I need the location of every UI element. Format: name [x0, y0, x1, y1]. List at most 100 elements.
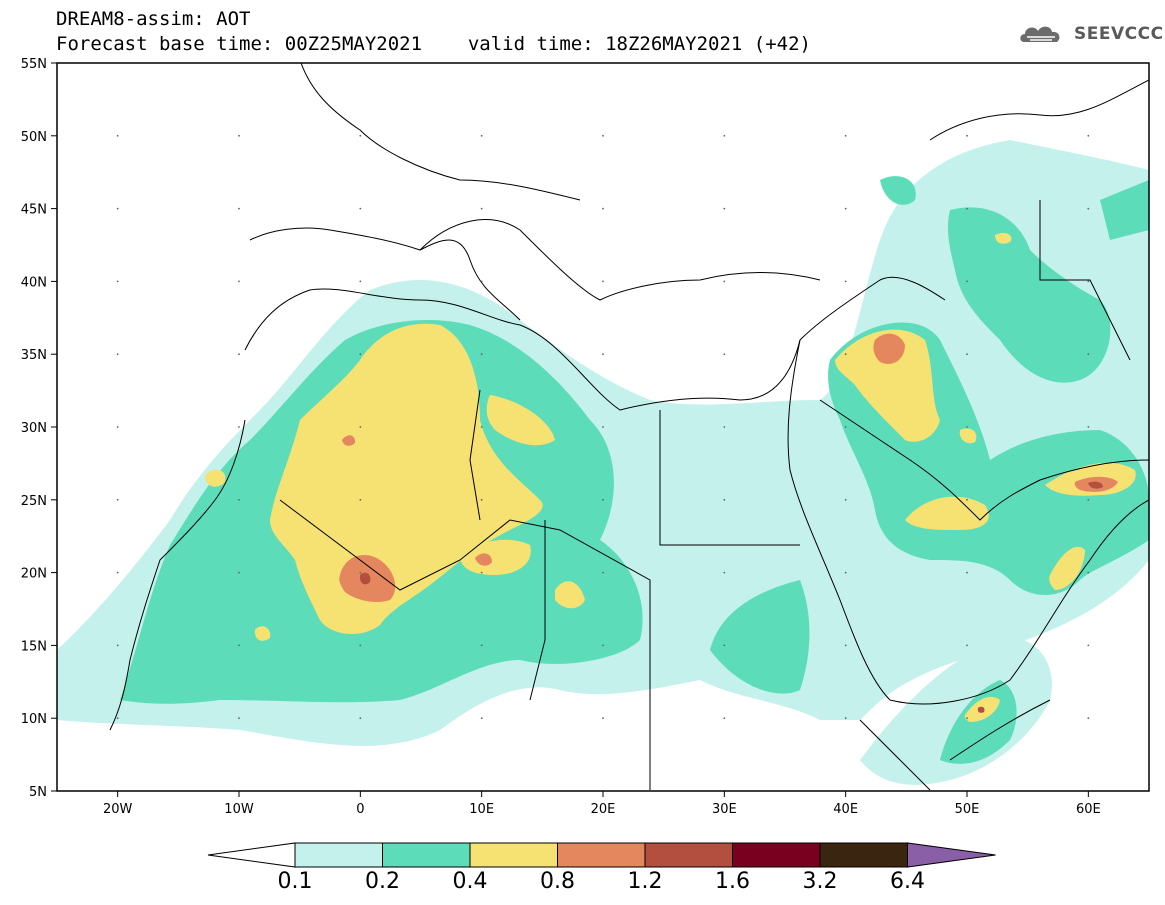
lat-tick-label: 35N	[21, 348, 47, 363]
grid-dot	[602, 571, 604, 574]
grid-dot	[1087, 717, 1090, 720]
aot-level-1.2	[359, 481, 1103, 713]
grid-dot	[602, 280, 604, 283]
grid-dot	[238, 571, 240, 574]
grid-dot	[359, 426, 362, 428]
grid-dot	[844, 426, 847, 428]
lat-tick-label: 5N	[29, 785, 47, 800]
grid-dot	[480, 717, 483, 720]
grid-dot	[844, 280, 847, 283]
grid-dot	[1087, 498, 1090, 501]
grid-dot	[966, 134, 968, 137]
lon-tick-label: 20E	[591, 802, 616, 817]
grid-dot	[1087, 426, 1090, 428]
grid-dot	[238, 717, 240, 720]
grid-dot	[359, 644, 362, 647]
grid-dot	[723, 426, 726, 428]
grid-dot	[359, 207, 362, 210]
grid-dot	[1087, 644, 1090, 647]
grid-dot	[116, 717, 119, 720]
grid-dot	[238, 498, 240, 501]
lat-tick-label: 25N	[21, 494, 47, 509]
grid-dot	[480, 571, 483, 574]
lat-tick-label: 40N	[21, 275, 47, 290]
colorbar-label: 6.4	[890, 869, 925, 894]
colorbar-box	[819, 842, 908, 868]
grid-dot	[1087, 134, 1090, 137]
grid-dot	[602, 134, 604, 137]
colorbar-box	[469, 842, 558, 868]
grid-dot	[966, 207, 968, 210]
grid-dot	[723, 498, 726, 501]
colorbar-box	[382, 842, 471, 868]
grid-dot	[116, 207, 119, 210]
grid-dot	[844, 207, 847, 210]
grid-dot	[602, 498, 604, 501]
grid-dot	[844, 498, 847, 501]
latitude-labels: 55N 50N 45N 40N 35N 30N 25N 20N 15N 10N 5N	[21, 57, 57, 800]
grid-dot	[844, 134, 847, 137]
grid-dot	[480, 134, 483, 137]
lon-tick-label: 40E	[833, 802, 858, 817]
grid-dot	[1087, 353, 1090, 356]
grid-dot	[602, 644, 604, 647]
lat-tick-label: 20N	[21, 567, 47, 582]
grid-dot	[238, 644, 240, 647]
grid-dot	[602, 717, 604, 720]
grid-dot	[844, 644, 847, 647]
grid-dot	[116, 353, 119, 356]
aot-level-0.4	[205, 232, 1136, 722]
cloud-logo-icon	[1020, 26, 1060, 42]
grid-dot	[966, 498, 968, 501]
aot-colorbar: 0.1 0.2 0.4 0.8 1.2 1.6 3.2 6.4	[207, 842, 996, 894]
longitude-labels: 20W 10W 0 10E 20E 30E 40E 50E 60E	[103, 791, 1101, 817]
grid-dot	[966, 280, 968, 283]
lat-tick-label: 55N	[21, 57, 47, 72]
grid-dot	[359, 134, 362, 137]
lat-tick-label: 15N	[21, 639, 47, 654]
graticule	[116, 134, 1090, 720]
lon-tick-label: 10E	[469, 802, 494, 817]
colorbar-low-arrow	[207, 842, 296, 868]
grid-dot	[602, 207, 604, 210]
lon-tick-label: 20W	[103, 802, 133, 817]
grid-dot	[480, 207, 483, 210]
grid-dot	[116, 426, 119, 428]
coastlines-borders	[109, 63, 1149, 791]
grid-dot	[480, 426, 483, 428]
grid-dot	[480, 498, 483, 501]
colorbar-label: 1.6	[715, 869, 750, 894]
colorbar-box	[557, 842, 646, 868]
grid-dot	[359, 571, 362, 574]
lon-tick-label: 10W	[224, 802, 254, 817]
grid-dot	[116, 498, 119, 501]
grid-dot	[966, 717, 968, 720]
colorbar-label: 1.2	[628, 869, 663, 894]
aot-field	[57, 140, 1149, 785]
grid-dot	[723, 280, 726, 283]
grid-dot	[480, 280, 483, 283]
grid-dot	[359, 498, 362, 501]
grid-dot	[602, 426, 604, 428]
seevccc-logo: SEEVCCC	[1018, 22, 1164, 46]
grid-dot	[966, 644, 968, 647]
grid-dot	[359, 353, 362, 356]
grid-dot	[723, 134, 726, 137]
grid-dot	[359, 280, 362, 283]
colorbar-label: 0.2	[365, 869, 400, 894]
map-title: DREAM8-assim: AOT	[56, 8, 251, 30]
grid-dot	[116, 571, 119, 574]
grid-dot	[723, 353, 726, 356]
forecast-base-time: Forecast base time: 00Z25MAY2021	[56, 33, 423, 55]
colorbar-box	[294, 842, 383, 868]
grid-dot	[723, 571, 726, 574]
grid-dot	[116, 644, 119, 647]
lon-tick-label: 60E	[1076, 802, 1101, 817]
grid-dot	[1087, 207, 1090, 210]
grid-dot	[966, 571, 968, 574]
grid-dot	[480, 644, 483, 647]
grid-dot	[723, 644, 726, 647]
colorbar-label: 0.8	[540, 869, 575, 894]
grid-dot	[966, 353, 968, 356]
